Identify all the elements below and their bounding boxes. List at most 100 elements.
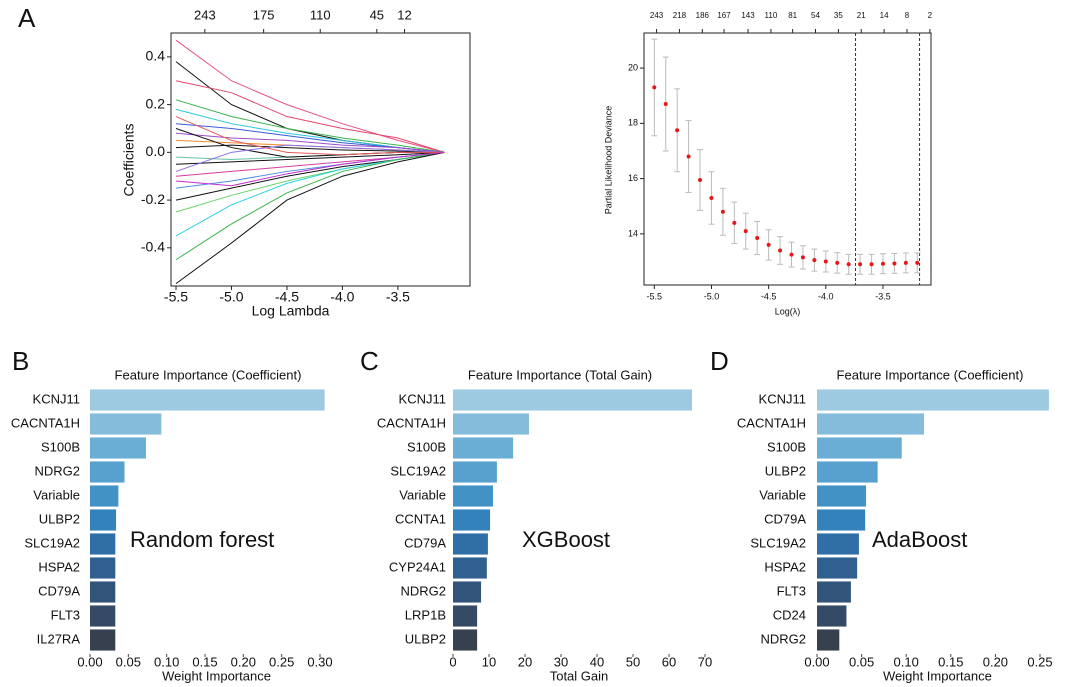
x-axis-label: Weight Importance: [162, 668, 271, 683]
category-label: CD79A: [404, 535, 446, 550]
top-tick-label: 8: [905, 11, 910, 20]
annotation: AdaBoost: [872, 527, 967, 552]
top-tick-label: 243: [194, 7, 216, 22]
bar: [817, 485, 867, 507]
chart-title: Feature Importance (Coefficient): [837, 367, 1024, 382]
y-tick-label: -0.2: [141, 191, 165, 207]
point: [675, 128, 680, 133]
category-label: S100B: [767, 439, 806, 454]
top-tick-label: 110: [310, 7, 331, 22]
plot-frame: [170, 32, 471, 287]
bar: [817, 461, 878, 483]
x-tick-label: 40: [590, 654, 604, 669]
category-label: ULBP2: [765, 463, 806, 478]
x-tick-label: 0.10: [154, 654, 179, 669]
x-tick-label: -5.5: [164, 289, 188, 305]
bar: [90, 605, 116, 627]
bar: [90, 629, 116, 651]
x-tick-label: 60: [662, 654, 676, 669]
point: [812, 258, 817, 263]
bar: [453, 605, 478, 627]
top-tick-label: 45: [370, 7, 384, 22]
point: [903, 260, 908, 265]
category-label: HSPA2: [764, 559, 806, 574]
category-label: SLC19A2: [24, 535, 80, 550]
bar: [453, 461, 497, 483]
point: [846, 262, 851, 267]
y-axis-label: Partial Likelihood Deviance: [603, 106, 613, 215]
point: [892, 261, 897, 266]
point: [709, 195, 714, 200]
category-label: IL27RA: [37, 631, 81, 646]
y-axis-label: Coefficients: [121, 124, 137, 197]
x-axis-label: Log Lambda: [252, 303, 330, 319]
coefficient-path: [175, 132, 445, 153]
bar: [817, 629, 840, 651]
point: [823, 259, 828, 264]
x-tick-label: -4.5: [761, 291, 777, 301]
bar: [453, 389, 693, 411]
bar: [90, 509, 117, 531]
top-tick-label: 175: [253, 7, 275, 22]
x-tick-label: -5.0: [219, 289, 243, 305]
category-label: SLC19A2: [750, 535, 806, 550]
bar: [90, 413, 162, 435]
bar: [90, 533, 116, 555]
x-tick-label: 0.05: [849, 654, 874, 669]
point: [789, 252, 794, 257]
coefficient-path: [175, 116, 445, 156]
point: [880, 261, 885, 266]
panel-letter: B: [12, 346, 29, 376]
top-tick-label: 35: [834, 11, 843, 20]
x-tick-label: -4.5: [275, 289, 299, 305]
chart-title: Feature Importance (Total Gain): [468, 367, 652, 382]
category-label: NDRG2: [34, 463, 80, 478]
bar: [90, 437, 146, 459]
category-label: FLT3: [51, 607, 80, 622]
point: [743, 229, 748, 234]
bar: [453, 581, 482, 603]
x-tick-label: -5.0: [704, 291, 720, 301]
category-label: ULBP2: [39, 511, 80, 526]
top-tick-label: 2: [928, 11, 933, 20]
bar: [453, 413, 529, 435]
bar: [817, 389, 1049, 411]
x-tick-label: 0.20: [231, 654, 256, 669]
bar: [817, 581, 851, 603]
bar: [817, 533, 859, 555]
bar: [90, 389, 325, 411]
coefficient-path: [175, 144, 445, 172]
category-label: CACNTA1H: [377, 415, 446, 430]
top-tick-label: 14: [880, 11, 889, 20]
panel-letter: D: [710, 346, 729, 376]
category-label: S100B: [407, 439, 446, 454]
point: [869, 262, 874, 267]
category-label: NDRG2: [400, 583, 446, 598]
category-label: HSPA2: [38, 559, 80, 574]
annotation: XGBoost: [522, 527, 610, 552]
top-tick-label: 186: [696, 11, 710, 20]
point: [835, 260, 840, 265]
bar: [90, 461, 125, 483]
x-tick-label: 0.25: [1027, 654, 1052, 669]
coefficient-path: [175, 80, 445, 153]
y-tick-label: 14: [628, 228, 638, 238]
category-label: CACNTA1H: [737, 415, 806, 430]
x-tick-label: 20: [518, 654, 532, 669]
x-tick-label: 0.20: [983, 654, 1008, 669]
top-tick-label: 54: [811, 11, 820, 20]
bar: [817, 413, 925, 435]
top-tick-label: 81: [788, 11, 797, 20]
x-axis-label: Log(λ): [775, 306, 801, 316]
category-label: KCNJ11: [33, 391, 80, 406]
x-tick-label: 0.15: [192, 654, 217, 669]
coefficient-path: [175, 99, 445, 153]
point: [778, 248, 783, 253]
top-tick-label: 243: [650, 11, 664, 20]
x-tick-label: 50: [626, 654, 640, 669]
top-tick-label: 167: [717, 11, 731, 20]
category-label: CCNTA1: [395, 511, 446, 526]
x-tick-label: 10: [482, 654, 496, 669]
category-label: CD79A: [38, 583, 80, 598]
bar: [453, 485, 493, 507]
